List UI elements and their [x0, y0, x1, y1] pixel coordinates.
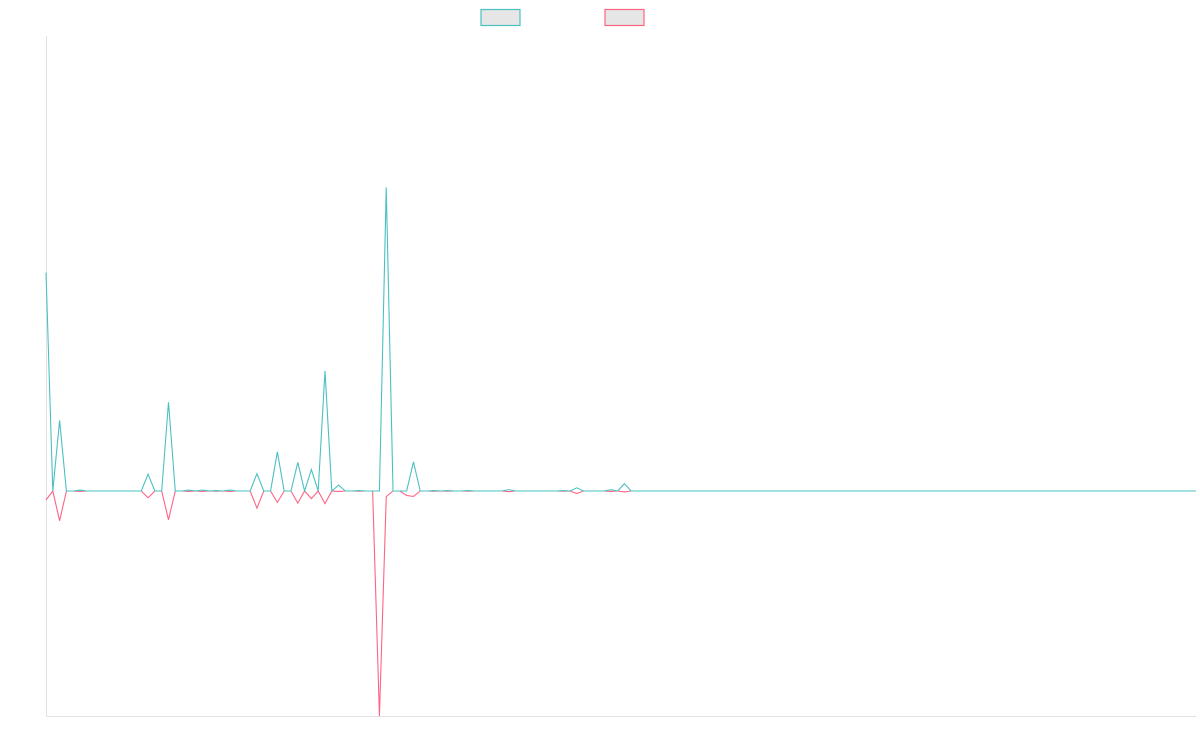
- plot-area: [45, 187, 1196, 717]
- axes: [46, 36, 1196, 717]
- series-2-line: [45, 489, 1196, 717]
- legend-swatch-series-2[interactable]: [604, 8, 645, 27]
- legend-swatch-series-1[interactable]: [480, 8, 521, 27]
- legend: [480, 8, 645, 27]
- series-1-line: [45, 187, 1196, 494]
